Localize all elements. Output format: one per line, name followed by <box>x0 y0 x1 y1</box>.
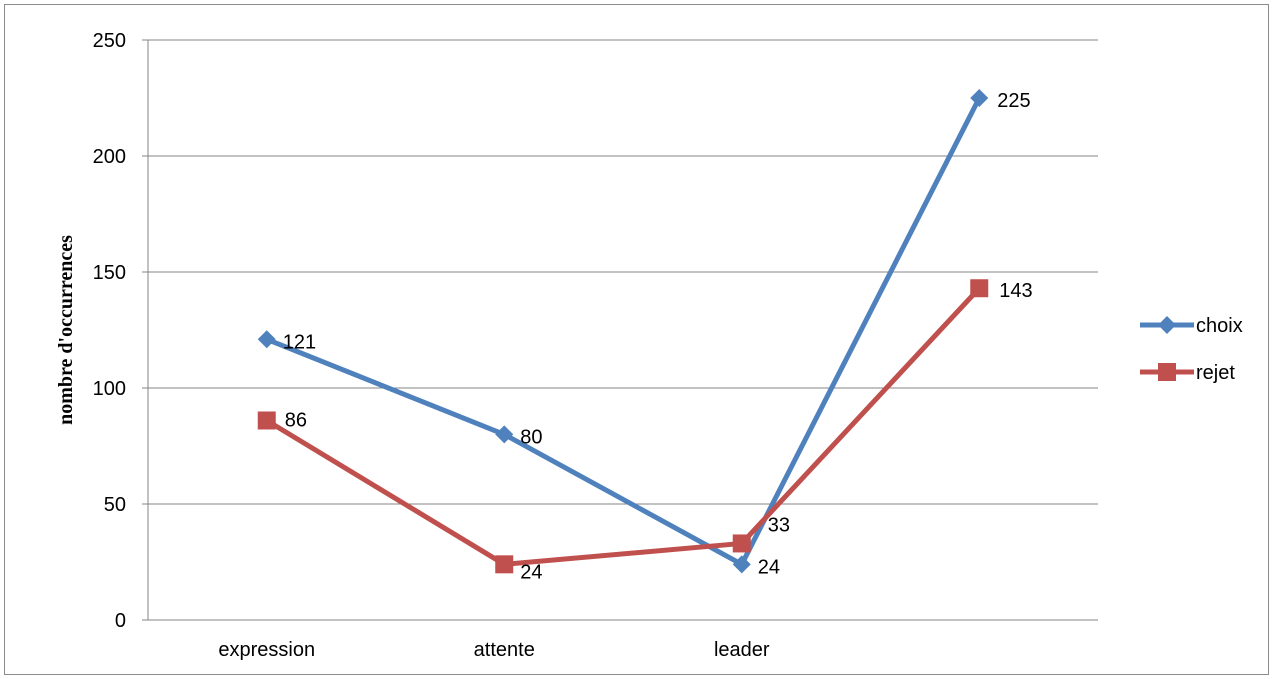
x-tick-label: attente <box>474 639 535 661</box>
y-tick-label: 200 <box>93 146 126 168</box>
legend-label-choix: choix <box>1196 315 1243 337</box>
legend-item-rejet: rejet <box>1140 362 1235 384</box>
legend-marker-choix <box>1158 316 1176 334</box>
legend-item-choix: choix <box>1140 315 1243 337</box>
data-label-choix: 80 <box>520 426 542 448</box>
y-tick-label: 100 <box>93 378 126 400</box>
series-layer <box>257 89 989 574</box>
data-point-rejet <box>732 534 751 553</box>
data-label-rejet: 143 <box>999 280 1032 302</box>
data-point-rejet <box>257 411 276 430</box>
y-tick-label: 0 <box>115 610 126 632</box>
data-label-choix: 121 <box>283 331 316 353</box>
gridlines <box>148 39 1098 505</box>
chart-frame <box>4 4 1269 675</box>
series-line-choix <box>264 95 982 567</box>
data-label-choix: 225 <box>997 90 1030 112</box>
data-label-rejet: 24 <box>520 561 542 583</box>
series-rejet <box>257 279 989 574</box>
data-label-rejet: 33 <box>768 514 790 536</box>
data-point-rejet <box>970 279 989 298</box>
y-axis-title: nombre d'occurrences <box>55 235 77 425</box>
data-label-rejet: 86 <box>285 409 307 431</box>
data-point-choix <box>732 555 751 574</box>
y-tick-label: 250 <box>93 30 126 52</box>
data-labels: 121 80 24 225 86 24 33 143 <box>283 90 1033 583</box>
y-tick-label: 50 <box>104 494 126 516</box>
data-point-choix <box>970 89 989 107</box>
axes: 0 50 100 150 200 250 expression attente leader <box>93 30 1098 661</box>
legend: choix rejet <box>1140 315 1243 384</box>
series-choix <box>257 89 989 574</box>
legend-label-rejet: rejet <box>1196 362 1235 384</box>
y-tick-label: 150 <box>93 262 126 284</box>
legend-marker-rejet <box>1158 363 1176 381</box>
x-tick-label: expression <box>218 639 315 661</box>
data-point-choix <box>257 330 276 349</box>
data-point-choix <box>495 425 514 444</box>
data-label-choix: 24 <box>758 556 780 578</box>
data-point-rejet <box>495 555 514 574</box>
x-tick-label: leader <box>714 639 770 661</box>
series-line-rejet <box>264 285 982 567</box>
